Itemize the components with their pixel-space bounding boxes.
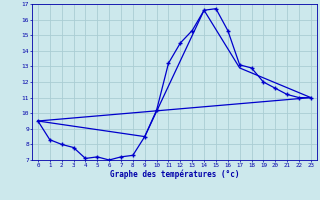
X-axis label: Graphe des températures (°c): Graphe des températures (°c)	[110, 169, 239, 179]
